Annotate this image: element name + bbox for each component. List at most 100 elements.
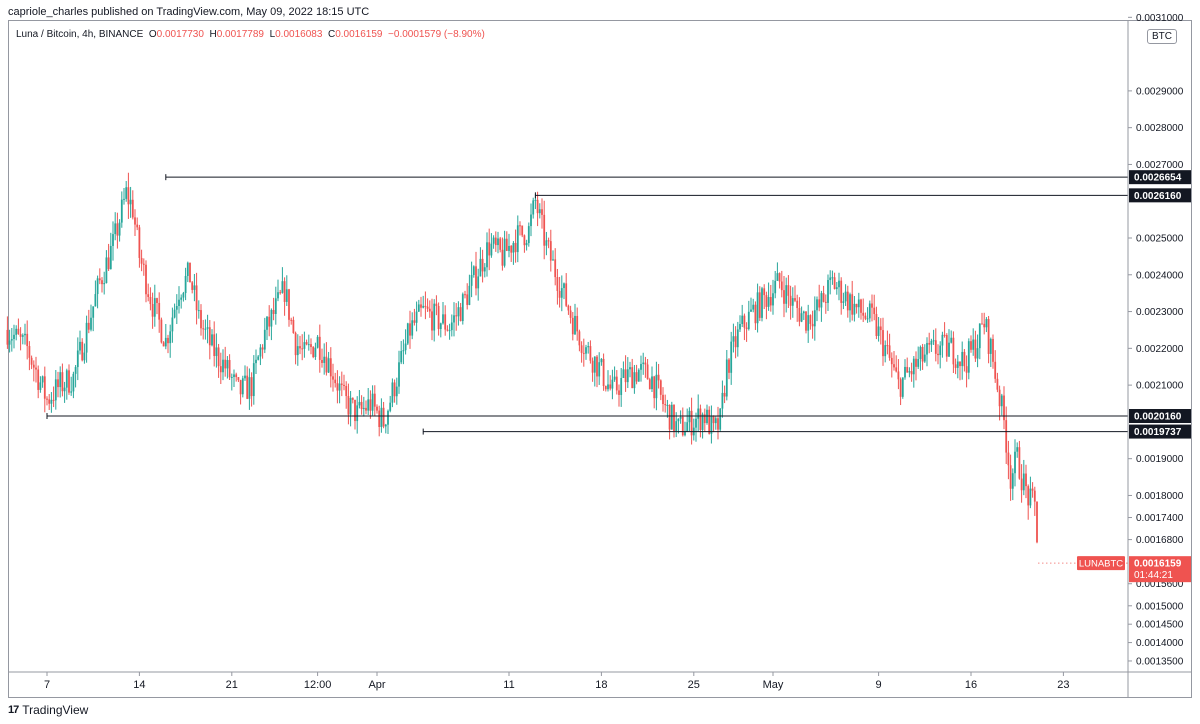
candle-body (158, 302, 161, 320)
candle-body (290, 319, 293, 321)
candle-body (420, 304, 422, 308)
time-axis: 7 14 21 12:00 Apr 11 18 25 May 9 16 23 (44, 672, 1070, 691)
candle-body (607, 384, 609, 390)
candle-body (50, 399, 53, 404)
currency-badge[interactable]: BTC (1147, 29, 1177, 44)
candle-body (222, 359, 224, 373)
candle-body (250, 377, 253, 397)
candle-body (851, 294, 854, 315)
candle-body (140, 257, 143, 264)
candle-body (633, 372, 636, 389)
level-price-label: 0.0026160 (1134, 191, 1182, 202)
candle-body (653, 376, 656, 399)
candle-body (103, 283, 106, 285)
candle-body (514, 242, 517, 253)
candle-body (105, 257, 108, 284)
candle-body (965, 366, 968, 373)
candle-body (554, 259, 557, 278)
candle-body (521, 225, 524, 236)
candle-body (255, 359, 257, 364)
candle-body (541, 209, 543, 215)
candle-body (191, 282, 194, 290)
candle-body (939, 345, 942, 356)
candle-body (345, 385, 348, 397)
candle-body (475, 266, 477, 289)
candle-body (853, 303, 856, 315)
candle-body (180, 297, 183, 300)
candle-body (169, 331, 172, 344)
candle-body (503, 238, 506, 266)
candle-body (96, 278, 99, 295)
candle-body (745, 327, 748, 330)
candle-body (237, 377, 240, 381)
candle-body (519, 225, 521, 227)
candle-body (593, 356, 596, 373)
candle-body (307, 344, 310, 346)
candle-body (840, 280, 843, 303)
candle-body (758, 292, 761, 318)
candle-body (1031, 488, 1034, 491)
candle-body (202, 328, 205, 330)
candle-body (983, 323, 986, 328)
candle-body (8, 340, 11, 345)
candle-body (818, 299, 821, 308)
candle-body (151, 304, 154, 317)
candle-body (164, 337, 167, 347)
candle-body (629, 367, 631, 370)
candle-body (648, 379, 651, 390)
candle-body (523, 235, 526, 246)
candle-body (156, 298, 158, 303)
candle-body (701, 414, 704, 430)
candle-body (217, 347, 220, 367)
symbol-legend[interactable]: Luna / Bitcoin, 4h, BINANCE O0.0017730 H… (16, 29, 485, 40)
candle-body (945, 335, 948, 357)
candle-body (338, 383, 341, 391)
candle-body (316, 336, 319, 348)
candle-body (241, 378, 244, 395)
level-price-tag (1129, 188, 1191, 203)
candle-body (664, 404, 667, 406)
candle-body (422, 305, 425, 308)
candle-body (776, 273, 779, 281)
candle-body (402, 350, 405, 352)
candle-body (901, 377, 904, 397)
candle-body (263, 329, 266, 350)
candle-body (184, 275, 187, 294)
candle-body (545, 240, 548, 246)
candle-body (1025, 473, 1027, 487)
candle-body (239, 380, 242, 395)
candle-body (413, 320, 416, 323)
candle-body (963, 351, 966, 367)
candle-body (13, 334, 15, 340)
candle-body (675, 421, 678, 431)
candle-body (600, 358, 603, 363)
level-price-label: 0.0019737 (1134, 427, 1182, 438)
legend-change: −0.0001579 (−8.90%) (388, 29, 485, 40)
candle-body (138, 227, 141, 258)
candle-body (455, 315, 458, 317)
candle-body (466, 294, 469, 305)
candle-body (398, 362, 400, 387)
level-price-tag (1129, 424, 1191, 439)
x-tick-label: 23 (1057, 679, 1069, 691)
candle-body (941, 334, 944, 346)
y-tick-label: 0.0014500 (1136, 620, 1184, 631)
candle-body (464, 294, 466, 296)
candle-body (769, 297, 772, 306)
candle-body (954, 364, 957, 368)
x-tick-label: Apr (368, 679, 385, 691)
publisher-header: capriole_charles published on TradingVie… (8, 6, 370, 18)
candle-body (952, 337, 955, 365)
candle-body (618, 390, 620, 395)
candle-body (985, 319, 988, 328)
chart-panel[interactable] (8, 20, 1192, 698)
candle-body (831, 277, 834, 279)
candle-body (934, 340, 937, 354)
candle-body (774, 280, 777, 294)
candle-body (877, 326, 880, 336)
footer-brand[interactable]: 17 TradingView (8, 703, 88, 717)
candle-body (228, 360, 231, 378)
candle-body (615, 376, 618, 391)
candle-body (94, 294, 97, 307)
